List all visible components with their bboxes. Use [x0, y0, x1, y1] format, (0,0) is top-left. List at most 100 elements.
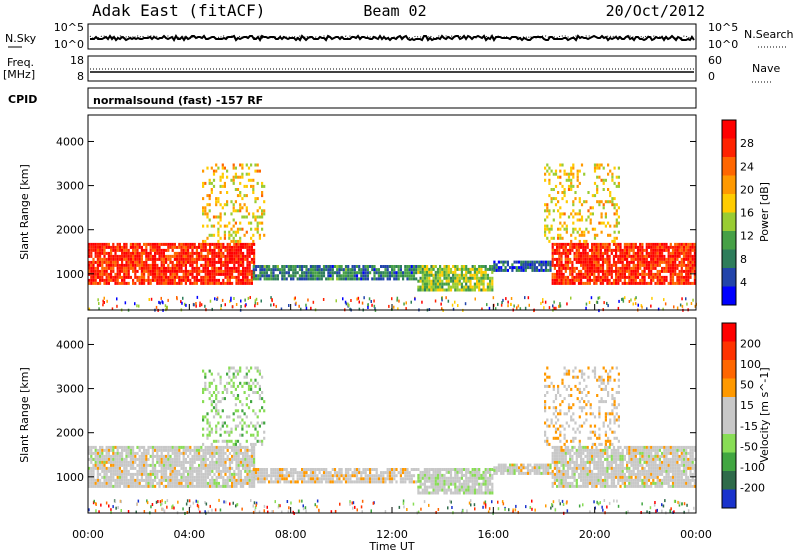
scatter-cell — [154, 445, 157, 449]
scatter-cell — [515, 463, 518, 467]
scatter-cell — [101, 460, 104, 464]
scatter-cell — [434, 285, 437, 289]
scatter-cell — [617, 221, 620, 225]
ground-scatter-cell — [229, 299, 231, 303]
scatter-cell — [187, 272, 190, 276]
scatter-cell — [90, 260, 93, 264]
scatter-cell — [88, 445, 91, 449]
scatter-cell — [149, 484, 152, 488]
scatter-cell — [156, 263, 159, 267]
scatter-cell — [256, 381, 259, 385]
scatter-cell — [593, 248, 596, 252]
scatter-cell — [583, 200, 586, 204]
ground-scatter-cell — [344, 300, 347, 304]
scatter-cell — [235, 460, 238, 464]
scatter-cell — [544, 263, 548, 267]
scatter-cell — [112, 484, 115, 488]
scatter-cell — [121, 266, 124, 270]
scatter-cell — [426, 267, 429, 271]
scatter-cell — [564, 263, 567, 267]
scatter-cell — [233, 472, 236, 476]
scatter-cell — [110, 457, 113, 461]
scatter-cell — [258, 233, 261, 237]
scatter-cell — [178, 278, 181, 282]
scatter-cell — [285, 477, 288, 481]
scatter-cell — [520, 268, 523, 272]
scatter-cell — [107, 451, 110, 455]
scatter-cell — [204, 260, 207, 264]
scatter-cell — [593, 263, 596, 267]
scatter-cell — [143, 278, 146, 282]
scatter-cell — [244, 269, 247, 273]
scatter-cell — [140, 260, 143, 264]
ground-scatter-cell — [275, 304, 277, 308]
scatter-cell — [613, 203, 616, 207]
scatter-cell — [217, 197, 220, 201]
scatter-cell — [520, 260, 523, 264]
scatter-cell — [140, 466, 143, 470]
scatter-cell — [118, 460, 121, 464]
scatter-cell — [529, 260, 532, 264]
scatter-cell — [439, 285, 442, 289]
scatter-cell — [165, 466, 168, 470]
scatter-cell — [305, 471, 308, 475]
scatter-cell — [233, 469, 236, 473]
scatter-cell — [577, 275, 581, 279]
scatter-cell — [129, 472, 132, 476]
scatter-cell — [176, 251, 179, 255]
scatter-cell — [602, 166, 605, 170]
scatter-cell — [215, 394, 218, 397]
ground-scatter-cell — [447, 299, 450, 303]
scatter-cell — [116, 257, 119, 261]
scatter-cell — [134, 472, 137, 476]
scatter-cell — [478, 270, 481, 274]
scatter-cell — [447, 282, 450, 286]
scatter-cell — [189, 260, 192, 264]
scatter-cell — [347, 271, 350, 275]
scatter-cell — [220, 454, 223, 458]
scatter-cell — [191, 475, 194, 479]
scatter-cell — [145, 478, 148, 482]
scatter-cell — [187, 445, 190, 449]
scatter-cell — [211, 481, 214, 485]
scatter-cell — [263, 184, 266, 188]
scatter-cell — [250, 387, 253, 391]
scatter-cell — [329, 268, 332, 272]
scatter-cell — [676, 281, 679, 285]
scatter-cell — [209, 263, 212, 267]
scatter-cell — [491, 485, 494, 489]
scatter-cell — [103, 454, 106, 458]
scatter-cell — [322, 271, 326, 275]
scatter-cell — [187, 448, 190, 452]
scatter-cell — [340, 480, 343, 484]
scatter-cell — [290, 277, 293, 281]
scatter-cell — [189, 278, 192, 282]
scatter-cell — [500, 266, 503, 270]
scatter-cell — [191, 457, 194, 461]
scatter-cell — [261, 391, 264, 394]
scatter-cell — [158, 272, 161, 276]
scatter-cell — [173, 278, 176, 282]
scatter-cell — [224, 466, 227, 470]
scatter-cell — [484, 270, 487, 274]
scatter-cell — [593, 194, 597, 198]
scatter-cell — [162, 281, 165, 285]
scatter-cell — [222, 454, 225, 458]
scatter-cell — [198, 266, 201, 270]
scatter-cell — [212, 406, 216, 410]
scatter-cell — [656, 245, 659, 249]
scatter-cell — [432, 282, 435, 286]
scatter-cell — [606, 266, 609, 270]
scatter-cell — [615, 245, 618, 249]
scatter-cell — [220, 463, 223, 467]
scatter-cell — [96, 266, 99, 270]
scatter-cell — [687, 251, 690, 255]
scatter-cell — [219, 236, 222, 240]
scatter-cell — [215, 478, 218, 482]
scatter-cell — [301, 277, 304, 281]
scatter-cell — [473, 470, 476, 474]
scatter-cell — [231, 245, 234, 249]
scatter-cell — [125, 478, 128, 482]
scatter-cell — [220, 242, 223, 246]
